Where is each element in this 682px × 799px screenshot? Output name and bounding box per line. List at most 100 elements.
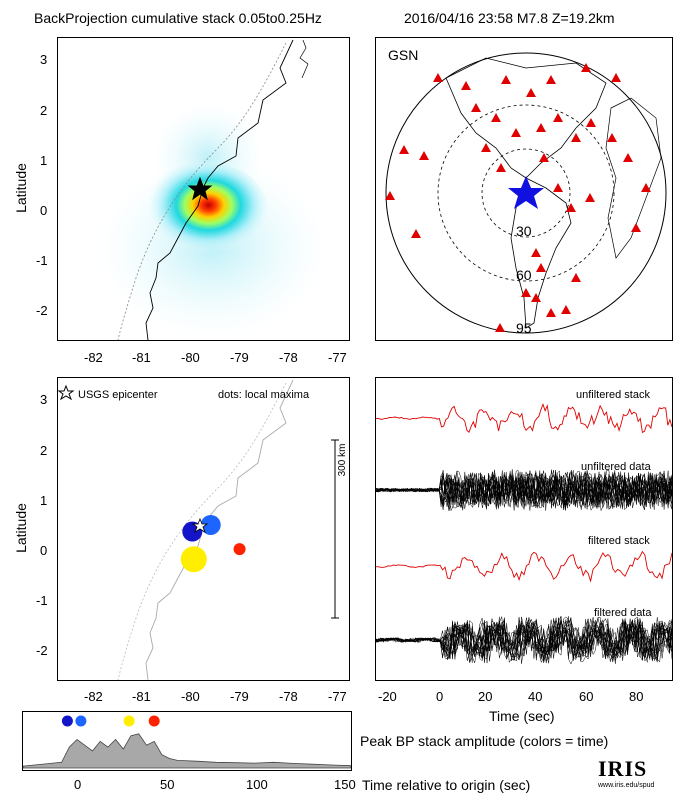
trace-label: filtered data bbox=[594, 607, 652, 619]
north-america-outline bbox=[445, 57, 607, 179]
lat-tick: 2 bbox=[40, 103, 48, 118]
coastline bbox=[145, 379, 294, 680]
lat-tick: 1 bbox=[40, 493, 48, 508]
station-triangle-icon bbox=[546, 308, 556, 317]
europe-africa-outline bbox=[605, 97, 662, 259]
bottom-xlabel: Time relative to origin (sec) bbox=[362, 777, 531, 793]
ring-label: 95 bbox=[516, 320, 532, 336]
time-tick: 40 bbox=[528, 689, 543, 704]
station-triangle-icon bbox=[526, 88, 536, 97]
lat-tick: 1 bbox=[40, 153, 48, 168]
backprojection-map bbox=[57, 37, 350, 341]
bottom-tick: 100 bbox=[246, 777, 268, 792]
station-markers bbox=[385, 63, 651, 332]
station-triangle-icon bbox=[607, 133, 617, 142]
station-triangle-icon bbox=[481, 143, 491, 152]
station-triangle-icon bbox=[553, 113, 563, 122]
trace-label: filtered stack bbox=[588, 535, 650, 547]
ring-30 bbox=[481, 148, 571, 238]
bottom-tick: 50 bbox=[160, 777, 175, 792]
station-triangle-icon bbox=[511, 128, 521, 137]
lon-tick: -78 bbox=[279, 350, 298, 365]
station-globe-svg: GSN 30 60 95 bbox=[385, 47, 667, 336]
energy-hotspot bbox=[144, 162, 268, 258]
maxima-dots bbox=[180, 514, 246, 573]
unfiltered-data-trace bbox=[376, 469, 672, 511]
traces-svg: unfiltered stack unfiltered data filtere… bbox=[376, 389, 672, 665]
station-globe: GSN 30 60 95 bbox=[375, 37, 673, 341]
unfiltered-data-trace bbox=[376, 470, 672, 510]
time-tick: 60 bbox=[579, 689, 594, 704]
station-triangle-icon bbox=[546, 75, 556, 84]
lat-tick: -2 bbox=[36, 303, 48, 318]
station-triangle-icon bbox=[631, 223, 641, 232]
legend-dots: dots: local maxima bbox=[218, 389, 310, 401]
station-triangle-icon bbox=[531, 248, 541, 257]
station-triangle-icon bbox=[399, 145, 409, 154]
trace-label: unfiltered data bbox=[581, 461, 652, 473]
time-tick: 0 bbox=[436, 689, 444, 704]
lon-tick: -80 bbox=[181, 350, 200, 365]
south-america-outline bbox=[510, 177, 572, 329]
station-triangle-icon bbox=[581, 63, 591, 72]
globe-outline bbox=[385, 52, 667, 334]
maxima-dot bbox=[233, 543, 246, 556]
maxima-dot bbox=[200, 514, 221, 535]
epicenter-star-icon bbox=[508, 176, 544, 209]
ring-60 bbox=[437, 104, 615, 282]
lon-tick: -80 bbox=[181, 689, 200, 704]
station-triangle-icon bbox=[531, 293, 541, 302]
station-triangle-icon bbox=[586, 118, 596, 127]
x-axis-label: Time (sec) bbox=[489, 708, 555, 724]
maxima-time-dot bbox=[148, 715, 160, 727]
maxima-time-dot bbox=[61, 715, 73, 727]
lat-tick: 3 bbox=[40, 52, 48, 67]
trace-lines bbox=[376, 402, 672, 665]
iris-logo-url: www.iris.edu/spud bbox=[598, 782, 655, 789]
lat-tick: -1 bbox=[36, 593, 48, 608]
lon-tick: -79 bbox=[230, 689, 249, 704]
station-triangle-icon bbox=[623, 153, 633, 162]
station-triangle-icon bbox=[461, 81, 471, 90]
station-triangle-icon bbox=[611, 73, 621, 82]
station-triangle-icon bbox=[571, 273, 581, 282]
lat-tick: 3 bbox=[40, 392, 48, 407]
station-triangle-icon bbox=[536, 263, 546, 272]
peak-amplitude-svg bbox=[23, 715, 351, 769]
station-triangle-icon bbox=[539, 153, 549, 162]
legend-star-icon bbox=[58, 384, 75, 401]
lat-tick: 0 bbox=[40, 203, 48, 218]
scale-label: 300 km bbox=[337, 444, 348, 477]
page-title: BackProjection cumulative stack 0.05to0.… bbox=[34, 10, 322, 26]
time-tick: 80 bbox=[629, 689, 644, 704]
bottom-caption: Peak BP stack amplitude (colors = time) bbox=[360, 733, 609, 749]
station-triangle-icon bbox=[491, 113, 501, 122]
epicenter-star-icon bbox=[187, 176, 213, 201]
lon-tick: -82 bbox=[84, 350, 103, 365]
peak-amplitude-chart bbox=[22, 711, 352, 771]
unfiltered-data-trace bbox=[376, 471, 672, 509]
station-triangle-icon bbox=[641, 183, 651, 192]
maxima-time-dot bbox=[75, 715, 87, 727]
station-triangle-icon bbox=[419, 151, 429, 160]
station-triangle-icon bbox=[385, 191, 395, 200]
legend-epicenter: USGS epicenter bbox=[78, 389, 158, 401]
backprojection-map-svg bbox=[98, 39, 328, 340]
filtered-stack-trace bbox=[376, 550, 672, 583]
station-triangle-icon bbox=[433, 73, 443, 82]
station-triangle-icon bbox=[585, 193, 595, 202]
station-triangle-icon bbox=[496, 163, 506, 172]
station-triangle-icon bbox=[521, 288, 531, 297]
station-triangle-icon bbox=[536, 123, 546, 132]
lon-tick: -82 bbox=[84, 689, 103, 704]
time-tick: 20 bbox=[478, 689, 493, 704]
lon-tick: -81 bbox=[132, 350, 151, 365]
event-info: 2016/04/16 23:58 M7.8 Z=19.2km bbox=[404, 10, 615, 26]
filtered-data-trace bbox=[376, 617, 672, 661]
ring-label: 60 bbox=[516, 267, 532, 283]
station-triangle-icon bbox=[471, 103, 481, 112]
epicenter-star-icon bbox=[191, 517, 209, 533]
lat-tick: -1 bbox=[36, 253, 48, 268]
lon-tick: -79 bbox=[230, 350, 249, 365]
y-axis-label: Latitude bbox=[12, 503, 29, 553]
